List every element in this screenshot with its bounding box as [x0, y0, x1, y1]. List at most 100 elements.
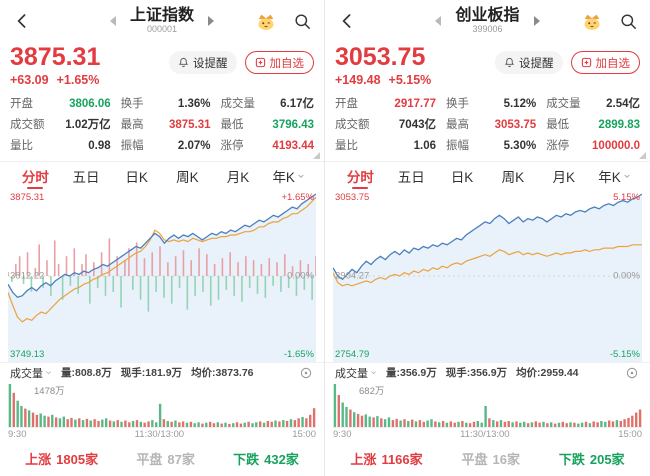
intraday-chart[interactable]: 3875.31 +1.65% 3812.22 0.00% 3749.13 -1.… — [8, 190, 316, 363]
tab-weekly-k[interactable]: 周K — [162, 162, 213, 190]
period-tabs: 分时 五日 日K 周K 月K 年K — [325, 162, 650, 190]
chart-midline-pct-label: 0.00% — [613, 270, 640, 282]
plus-square-icon — [255, 57, 265, 68]
tab-intraday[interactable]: 分时 — [335, 162, 386, 190]
next-stock-arrow-icon[interactable] — [208, 16, 214, 26]
stat-turnover: 换手 5.12% — [446, 98, 537, 111]
title-group: 创业板指 399006 — [325, 0, 650, 42]
tab-yearly-k[interactable]: 年K — [589, 162, 640, 190]
price-section: 3053.75 +149.48 +5.15% 设提醒 加自选 — [325, 42, 650, 91]
decliners: 下跌 205家 — [558, 451, 625, 467]
tab-monthly-k[interactable]: 月K — [538, 162, 589, 190]
stats-grid: 开盘 3806.06 换手 1.36% 成交量 6.17亿 成交额 1.02万亿 最高 3… — [0, 91, 324, 163]
prev-stock-arrow-icon[interactable] — [109, 16, 116, 26]
stat-open: 开盘 3806.06 — [10, 98, 111, 111]
tab-daily-k[interactable]: 日K — [111, 162, 162, 190]
stat-amplitude: 振幅 5.30% — [446, 140, 537, 153]
market-breadth: 上涨 1805家 平盘 87家 下跌 432家 — [0, 440, 324, 476]
stat-open: 开盘 2917.77 — [335, 98, 436, 111]
set-alert-button[interactable]: 设提醒 — [495, 51, 563, 74]
time-open: 9:30 — [333, 429, 352, 441]
volume-header: 成交量 量:356.9万 现手:356.9万 均价:2959.44 — [325, 362, 650, 382]
stat-low: 最低 3796.43 — [220, 119, 314, 132]
price-section: 3875.31 +63.09 +1.65% 设提醒 加自选 — [0, 42, 324, 91]
stat-amplitude: 振幅 2.07% — [120, 140, 211, 153]
stock-code: 399006 — [472, 24, 503, 35]
search-button[interactable] — [616, 9, 640, 33]
time-close: 15:00 — [618, 429, 642, 441]
caret-down-icon — [46, 371, 51, 375]
chart-low-pct-label: -1.65% — [283, 348, 314, 360]
price-chart-canvas — [8, 193, 316, 363]
period-tabs: 分时 五日 日K 周K 月K 年K — [0, 162, 324, 190]
tab-daily-k[interactable]: 日K — [437, 162, 488, 190]
stats-expand-icon[interactable] — [639, 152, 646, 160]
tab-intraday[interactable]: 分时 — [10, 162, 61, 190]
stat-amount: 成交额 7043亿 — [335, 119, 436, 132]
stock-title: 创业板指 399006 — [455, 7, 519, 35]
stat-volume: 成交量 2.54亿 — [546, 98, 640, 111]
volume-avg-price: 均价:3873.76 — [191, 367, 254, 380]
tab-weekly-k[interactable]: 周K — [487, 162, 538, 190]
search-icon — [620, 13, 636, 29]
volume-total: 量:808.8万 — [61, 367, 112, 380]
add-watchlist-button[interactable]: 加自选 — [244, 51, 314, 74]
prev-stock-arrow-icon[interactable] — [435, 16, 442, 26]
stat-volume-ratio: 量比 0.98 — [10, 140, 111, 153]
advancers: 上涨 1805家 — [25, 451, 99, 467]
tab-yearly-k[interactable]: 年K — [263, 162, 314, 190]
price-block: 3875.31 +63.09 +1.65% — [10, 44, 100, 88]
volume-indicator-dropdown[interactable]: 成交量 — [335, 365, 377, 381]
market-breadth: 上涨 1166家 平盘 16家 下跌 205家 — [325, 440, 650, 476]
current-price: 3053.75 — [335, 43, 426, 71]
panel-sse-index: 上证指数 000001 — [0, 0, 325, 476]
volume-chart-canvas — [8, 384, 316, 429]
tab-5day[interactable]: 五日 — [61, 162, 112, 190]
tab-5day[interactable]: 五日 — [386, 162, 437, 190]
time-axis: 9:30 11:30/13:00 15:00 — [325, 428, 650, 440]
intraday-chart[interactable]: 3053.75 5.15% 2904.27 0.00% 2754.79 -5.1… — [333, 190, 642, 363]
crown-cat-icon[interactable] — [580, 9, 604, 33]
volume-chart[interactable]: 682万 — [333, 382, 642, 429]
stats-grid: 开盘 2917.77 换手 5.12% 成交量 2.54亿 成交额 7043亿 最高 30… — [325, 91, 650, 163]
indicator-settings-button[interactable] — [624, 365, 640, 381]
header-actions — [580, 9, 640, 33]
header-actions — [254, 9, 314, 33]
volume-indicator-dropdown[interactable]: 成交量 — [10, 365, 52, 381]
crown-cat-icon[interactable] — [254, 9, 278, 33]
caret-down-icon — [371, 371, 376, 375]
add-watchlist-label: 加自选 — [269, 57, 305, 70]
volume-chart-canvas — [333, 384, 642, 429]
chart-low-label: 2754.79 — [335, 348, 370, 360]
tab-monthly-k[interactable]: 月K — [213, 162, 264, 190]
header: 创业板指 399006 — [325, 0, 650, 42]
chart-midline-label: 3812.22 — [10, 270, 45, 282]
set-alert-button[interactable]: 设提醒 — [169, 51, 237, 74]
crown-cat-glyph — [584, 14, 600, 30]
back-chevron-icon — [17, 14, 26, 28]
time-close: 15:00 — [292, 429, 316, 441]
decliners: 下跌 432家 — [233, 451, 299, 467]
search-button[interactable] — [290, 9, 314, 33]
add-watchlist-button[interactable]: 加自选 — [570, 51, 640, 74]
indicator-settings-button[interactable] — [298, 365, 314, 381]
stat-high: 最高 3053.75 — [446, 119, 537, 132]
search-icon — [294, 13, 310, 29]
back-button[interactable] — [10, 9, 34, 33]
chart-high-label: 3053.75 — [335, 192, 370, 204]
volume-avg-price: 均价:2959.44 — [516, 367, 579, 380]
volume-chart[interactable]: 1478万 — [8, 382, 316, 429]
stats-expand-icon[interactable] — [313, 152, 320, 160]
stat-low: 最低 2899.83 — [546, 119, 640, 132]
next-stock-arrow-icon[interactable] — [533, 16, 540, 26]
back-chevron-icon — [342, 14, 351, 28]
stock-title: 上证指数 000001 — [130, 7, 194, 35]
caret-down-icon — [624, 174, 630, 179]
back-button[interactable] — [335, 9, 359, 33]
stat-turnover: 换手 1.36% — [120, 98, 211, 111]
chart-high-label: 3875.31 — [10, 192, 45, 204]
add-watchlist-label: 加自选 — [595, 57, 631, 70]
caret-down-icon — [298, 174, 304, 179]
stat-volume: 成交量 6.17亿 — [220, 98, 314, 111]
